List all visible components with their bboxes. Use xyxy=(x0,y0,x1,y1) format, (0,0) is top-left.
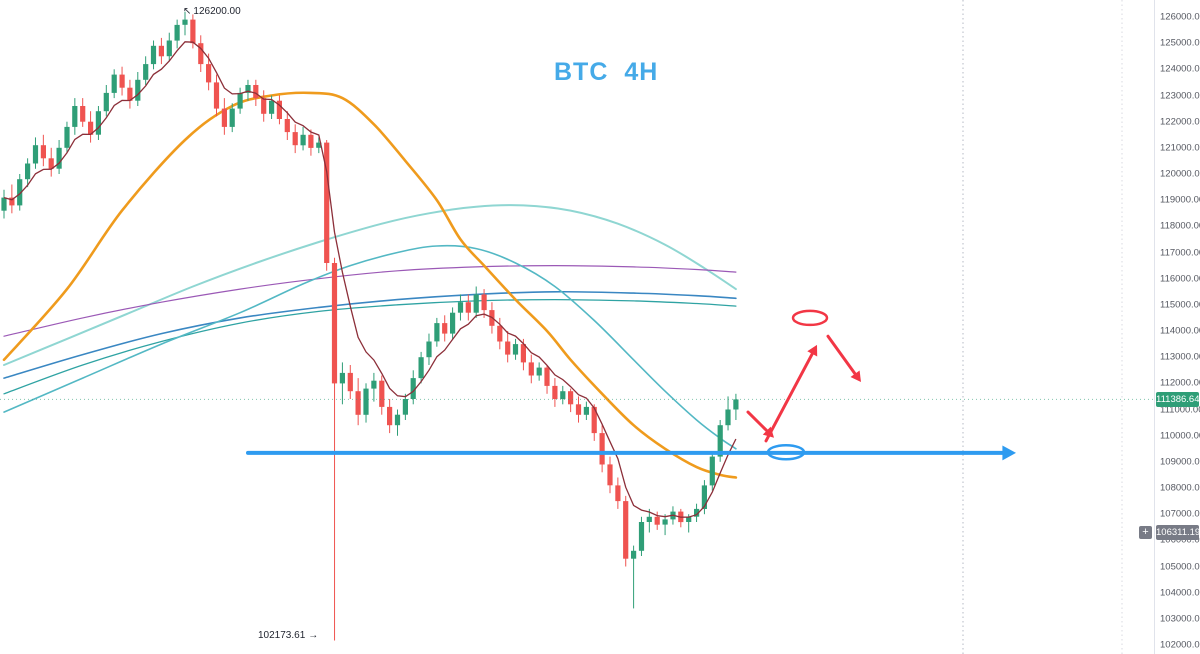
high-price-annotation: ↖ 126200.00 xyxy=(183,6,241,17)
ma-teal-diagonal xyxy=(3,244,737,450)
high-price-text: 126200.00 xyxy=(193,6,241,17)
add-alert-button[interactable]: + xyxy=(1139,525,1152,539)
price-tick-label: 104000.00 xyxy=(1160,587,1200,599)
red-ellipse-drawing[interactable] xyxy=(791,309,829,327)
low-price-text: 102173.61 xyxy=(258,630,306,641)
price-tick-label: 119000.00 xyxy=(1160,194,1200,206)
red-arrow-drawing-3[interactable] xyxy=(826,334,861,383)
price-tick-label: 102000.00 xyxy=(1160,639,1200,651)
support-ray-drawing[interactable] xyxy=(246,445,1016,461)
ma-orange xyxy=(2,91,738,479)
price-tick-label: 121000.00 xyxy=(1160,142,1200,154)
price-tick-label: 118000.00 xyxy=(1160,220,1200,232)
price-tick-label: 122000.00 xyxy=(1160,116,1200,128)
price-tick-label: 124000.00 xyxy=(1160,63,1200,75)
low-price-annotation: 102173.61 → xyxy=(258,630,318,641)
price-tick-label: 123000.00 xyxy=(1160,90,1200,101)
price-tick-label: 109000.00 xyxy=(1160,456,1200,468)
price-tick-label: 114000.00 xyxy=(1160,325,1200,337)
price-tick-label: 125000.00 xyxy=(1160,37,1200,49)
price-tick-label: 111000.00 xyxy=(1160,404,1200,415)
ma-cyan-arc xyxy=(3,204,737,366)
red-arrow-drawing-2[interactable] xyxy=(764,344,818,443)
ma-fast-maroon xyxy=(3,41,737,518)
price-tick-label: 110000.00 xyxy=(1160,430,1200,442)
secondary-price-tag: 106311.19 xyxy=(1156,524,1200,540)
blue-ellipse-drawing[interactable] xyxy=(766,443,806,461)
price-chart-svg[interactable] xyxy=(0,0,1155,654)
candles-layer xyxy=(1,11,739,641)
symbol-watermark: BTC 4H xyxy=(554,58,658,87)
ma-teal-flat xyxy=(3,298,737,395)
price-tick-label: 113000.00 xyxy=(1160,351,1200,363)
last-price-tag: 111386.64 xyxy=(1156,391,1200,407)
price-tick-label: 120000.00 xyxy=(1160,168,1200,180)
chart-canvas[interactable]: BTC 4H ↖ 126200.00 102173.61 → xyxy=(0,0,1155,654)
price-tick-label: 117000.00 xyxy=(1160,247,1200,258)
price-tick-label: 126000.00 xyxy=(1160,11,1200,23)
ma-purple xyxy=(3,264,737,337)
price-tick-label: 106000.00 xyxy=(1160,534,1200,546)
price-tick-label: 103000.00 xyxy=(1160,613,1200,625)
price-tick-label: 105000.00 xyxy=(1160,561,1200,572)
price-tick-label: 107000.00 xyxy=(1160,508,1200,520)
arrow-up-left-icon: ↖ xyxy=(183,6,192,17)
watermark-symbol: BTC xyxy=(554,58,609,86)
price-tick-label: 108000.00 xyxy=(1160,482,1200,494)
price-tick-label: 116000.00 xyxy=(1160,273,1200,285)
price-tick-label: 112000.00 xyxy=(1160,377,1200,389)
ma-blue xyxy=(3,290,737,379)
price-axis[interactable]: 126000.00 125000.00 124000.00 123000.00 1220… xyxy=(1154,0,1200,654)
watermark-interval: 4H xyxy=(624,58,659,86)
price-tick-label: 115000.00 xyxy=(1160,299,1200,311)
arrow-right-icon: → xyxy=(308,630,319,641)
